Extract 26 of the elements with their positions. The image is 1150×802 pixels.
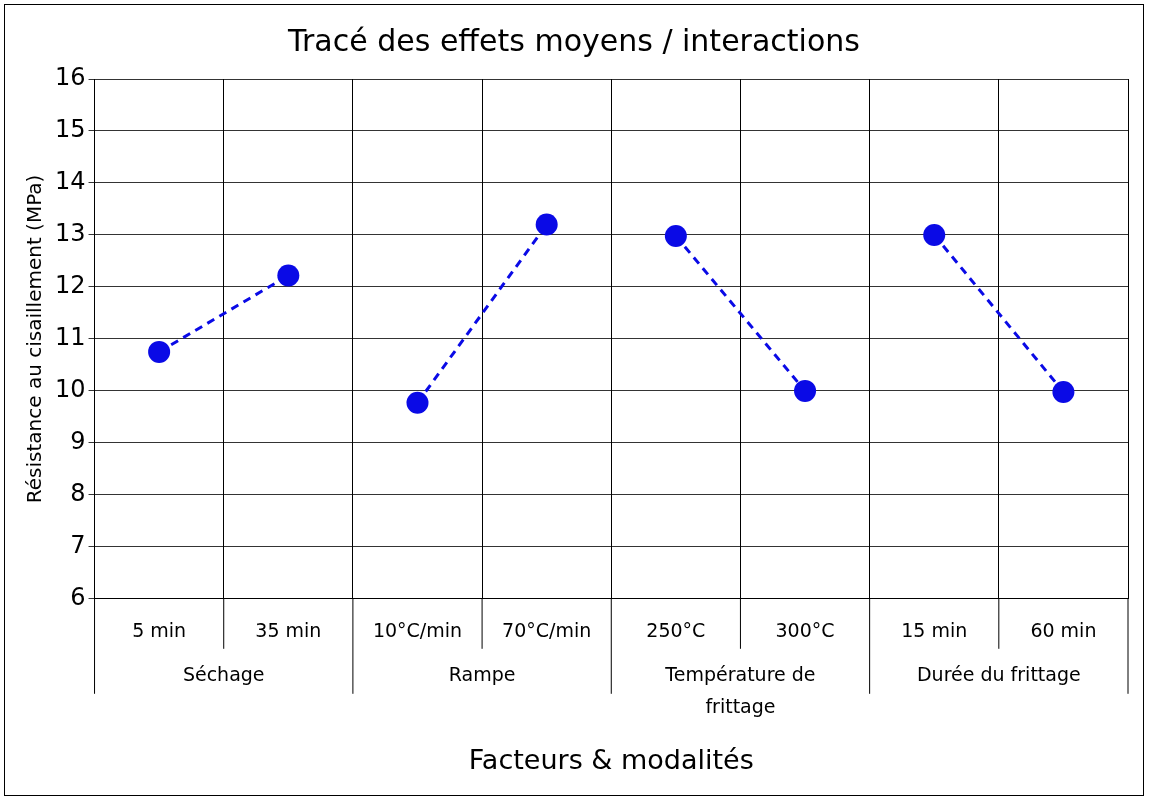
x-tick-label: 60 min — [1030, 619, 1097, 642]
y-tick-label: 13 — [54, 219, 86, 248]
text: Séchage — [182, 662, 265, 685]
x-tick-label: 10°C/min — [372, 619, 463, 642]
x-axis-title: Facteurs & modalités — [468, 743, 754, 775]
x-tick-label: 5 min — [132, 619, 187, 642]
x-tick-label: 15 min — [901, 619, 968, 642]
text: Rampe — [448, 662, 516, 685]
y-tick-label: 12 — [54, 271, 86, 300]
y-tick-label: 10 — [54, 375, 86, 404]
y-tick-label: 11 — [54, 323, 86, 352]
y-tick-label: 16 — [54, 63, 86, 92]
text: Durée du frittage — [916, 662, 1081, 685]
y-tick-label: 7 — [70, 531, 86, 560]
x-tick-label: 300°C — [775, 619, 835, 642]
y-tick-label: 9 — [70, 427, 86, 456]
y-tick-label: 6 — [70, 583, 86, 612]
y-axis-title: Résistance au cisaillement (MPa) — [22, 174, 47, 504]
text: Température de frittage — [664, 662, 816, 717]
y-tick-label: 15 — [54, 115, 86, 144]
y-tick-label: 14 — [54, 167, 86, 196]
x-tick-label: 70°C/min — [502, 619, 592, 642]
chart-title: Tracé des effets moyens / interactions — [287, 22, 860, 58]
x-tick-label: 35 min — [255, 619, 322, 642]
y-tick-label: 8 — [70, 479, 86, 508]
x-tick-label: 250°C — [646, 619, 706, 642]
